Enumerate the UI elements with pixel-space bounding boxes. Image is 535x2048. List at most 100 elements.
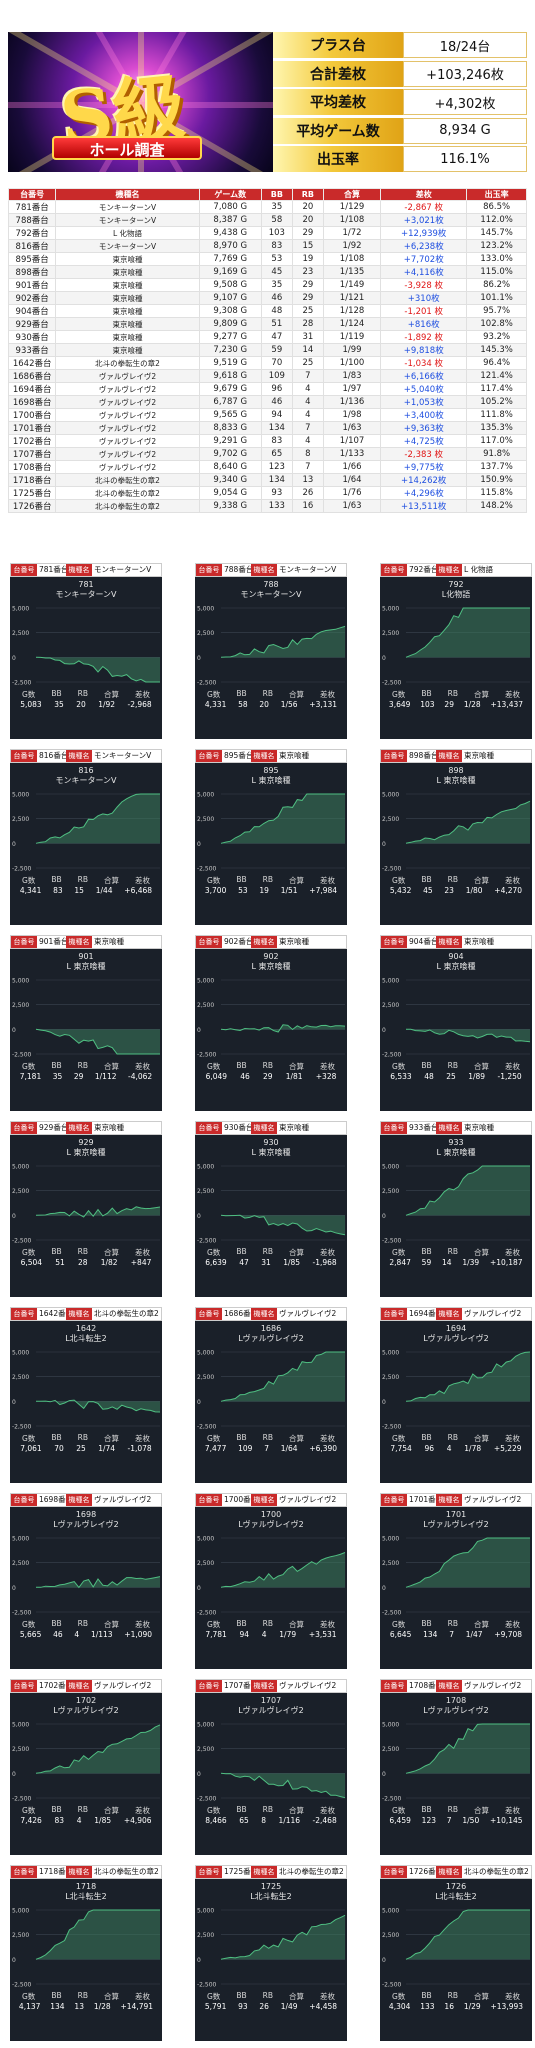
card-stat-bb: 48 xyxy=(424,1072,434,1081)
machine-card[interactable]: 台番号 930番台 機種名 東京喰種 930 L 東京喰種 5,000 2,500 0 -2,50… xyxy=(195,1121,347,1297)
table-cell: 1700番台 xyxy=(7,408,57,422)
table-cell: -1,201 枚 xyxy=(380,304,468,318)
card-header: 台番号 781番台 機種名 モンキーターンV xyxy=(10,563,162,577)
machine-card[interactable]: 台番号 933番台 機種名 東京喰種 933 L 東京喰種 5,000 2,500 0 -2,50… xyxy=(380,1121,532,1297)
card-header: 台番号 788番台 機種名 モンキーターンV xyxy=(195,563,347,577)
machine-card[interactable]: 台番号 788番台 機種名 モンキーターンV 788 モンキーターンV 5,000 2,500… xyxy=(195,563,347,739)
y-tick-label: -2,500 xyxy=(382,1052,402,1059)
slump-line xyxy=(220,1351,345,1402)
slump-area xyxy=(221,626,345,658)
table-cell: 51 xyxy=(260,317,293,331)
card-machine-name: L 東京喰種 xyxy=(436,776,476,785)
card-stat-diff: +14,791 xyxy=(120,2002,154,2011)
slump-line xyxy=(220,1772,346,1799)
table-cell: +9,818枚 xyxy=(380,343,468,357)
card-stat-label: 合算 xyxy=(473,876,489,885)
table-cell: 7 xyxy=(291,460,324,474)
y-tick-label: 2,500 xyxy=(197,1560,214,1567)
card-key-no: 台番号 xyxy=(11,936,37,948)
table-cell: 1/76 xyxy=(322,486,382,500)
card-stat-values: 7,426 83 4 1/85 +4,906 xyxy=(10,1816,162,1825)
card-stat-values: 4,304 133 16 1/29 +13,993 xyxy=(380,2002,532,2011)
card-stat-g: 7,426 xyxy=(20,1816,42,1825)
y-tick-label: 0 xyxy=(12,1399,16,1406)
card-machine: 東京喰種 xyxy=(94,1123,124,1132)
y-tick-label: -2,500 xyxy=(382,866,402,873)
table-cell: 929番台 xyxy=(7,317,57,331)
card-stat-label: 差枚 xyxy=(134,1434,150,1443)
table-cell: 1/66 xyxy=(322,460,382,474)
card-number: 929 xyxy=(78,1138,94,1147)
card-stat-label: BB xyxy=(236,1619,247,1628)
card-stat-label: 合算 xyxy=(288,1992,304,2001)
card-stat-diff: +847 xyxy=(130,1258,152,1267)
table-cell: ヴァルヴレイヴ2 xyxy=(55,434,200,448)
card-stat-rb: 7 xyxy=(264,1444,269,1453)
table-cell: +3,021枚 xyxy=(380,213,468,227)
machine-card[interactable]: 台番号 781番台 機種名 モンキーターンV 781 モンキーターンV 5,000 2,500… xyxy=(10,563,162,739)
card-stat-diff: +3,131 xyxy=(309,700,338,709)
table-cell: 4 xyxy=(291,395,324,409)
table-cell: 1/99 xyxy=(322,343,382,357)
machine-card[interactable]: 台番号 901番台 機種名 東京喰種 901 L 東京喰種 5,000 2,500 0 -2,50… xyxy=(10,935,162,1111)
card-key-no: 台番号 xyxy=(196,1122,222,1134)
slump-line xyxy=(405,607,530,658)
card-stat-label: 合算 xyxy=(103,690,119,699)
card-stat-label: G数 xyxy=(207,876,221,885)
card-header: 台番号1702番台機種名ヴァルヴレイヴ2 xyxy=(10,1679,162,1693)
machine-card[interactable]: 台番号 895番台 機種名 東京喰種 895 L 東京喰種 5,000 2,500 0 -2,50… xyxy=(195,749,347,925)
card-machine: モンキーターンV xyxy=(94,751,152,760)
card-header: 台番号1726番台機種名北斗の拳転生の章2 xyxy=(380,1865,532,1879)
y-tick-label: 0 xyxy=(197,1213,201,1220)
table-row: 1698番台 ヴァルヴレイヴ2 6,787 G 46 4 1/136 +1,053枚 105.… xyxy=(7,395,527,409)
card-stat-label: G数 xyxy=(392,1806,406,1815)
table-cell: 7,080 G xyxy=(198,200,262,214)
table-cell: 48 xyxy=(260,304,293,318)
card-stat-label: BB xyxy=(236,1061,247,1070)
machine-card[interactable]: 台番号 902番台 機種名 東京喰種 902 L 東京喰種 5,000 2,500 0 -2,50… xyxy=(195,935,347,1111)
table-cell: 788番台 xyxy=(7,213,57,227)
table-cell: 46 xyxy=(260,291,293,305)
table-cell: 9,438 G xyxy=(198,226,262,240)
table-cell: 9,169 G xyxy=(198,265,262,279)
card-stat-label: BB xyxy=(236,689,247,698)
table-cell: 7,230 G xyxy=(198,343,262,357)
machine-card[interactable]: 台番号 816番台 機種名 モンキーターンV 816 モンキーターンV 5,000 2,500… xyxy=(10,749,162,925)
col-header: 機種名 xyxy=(55,188,200,201)
machine-card[interactable]: 台番号 904番台 機種名 東京喰種 904 L 東京喰種 5,000 2,500 0 -2,50… xyxy=(380,935,532,1111)
table-cell: 北斗の拳転生の章2 xyxy=(55,499,200,513)
table-cell: 792番台 xyxy=(7,226,57,240)
slump-graph: 5,000 2,500 0 -2,500 xyxy=(382,1164,530,1245)
card-stat-g: 6,645 xyxy=(389,1630,412,1639)
slump-graph: 5,000 2,500 0 -2,500 xyxy=(12,1164,161,1245)
y-tick-label: -2,500 xyxy=(382,1424,402,1431)
machine-card[interactable]: 台番号 792番台 機種名 L 化物語 792 L化物語 5,000 2,500 0 -2,500… xyxy=(380,563,532,739)
card-stat-label: 合算 xyxy=(288,1620,304,1629)
card-stat-bb: 46 xyxy=(240,1072,250,1081)
table-row: 898番台 東京喰種 9,169 G 45 23 1/135 +4,116枚 115.0% xyxy=(7,265,527,279)
card-header: 台番号1718番台機種名北斗の拳転生の章2 xyxy=(10,1865,162,1879)
machine-card[interactable]: 台番号 898番台 機種名 東京喰種 898 L 東京喰種 5,000 2,500 0 -2,50… xyxy=(380,749,532,925)
y-tick-label: 0 xyxy=(382,655,386,662)
card-stat-label: BB xyxy=(421,1991,432,2000)
slump-graph: 5,000 2,500 0 -2,500 xyxy=(197,1164,346,1245)
card-stat-bb: 123 xyxy=(421,1816,436,1825)
card-stat-rb: 4 xyxy=(74,1630,80,1639)
table-cell: 26 xyxy=(291,486,324,500)
card-stat-rb: 14 xyxy=(442,1258,452,1267)
y-tick-label: 5,000 xyxy=(12,1908,29,1915)
machine-card[interactable]: 台番号 929番台 機種名 東京喰種 929 L 東京喰種 5,000 2,500 0 -2,50… xyxy=(10,1121,162,1297)
y-tick-label: 0 xyxy=(197,1771,201,1778)
